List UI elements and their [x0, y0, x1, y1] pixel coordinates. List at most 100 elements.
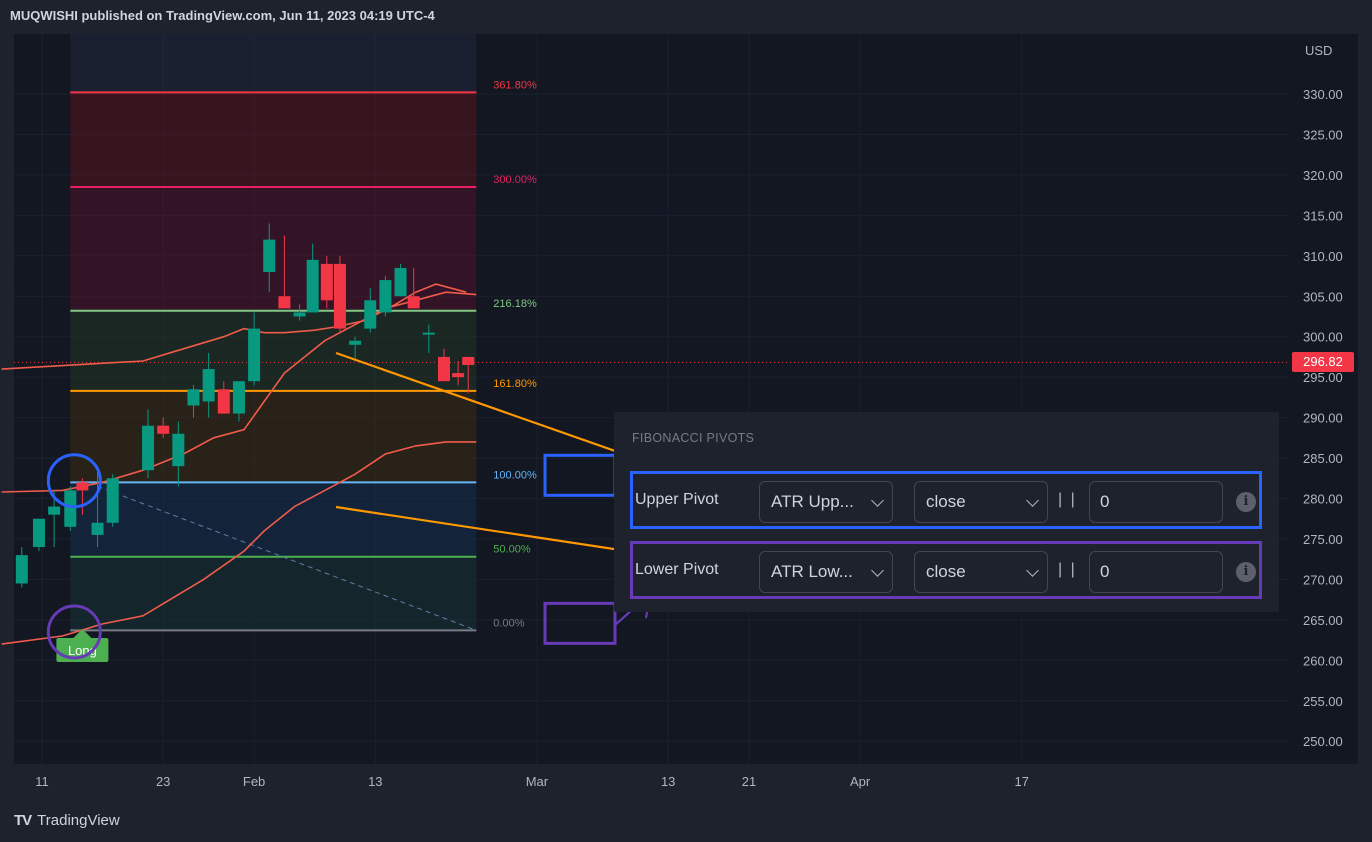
candle	[278, 235, 291, 309]
chevron-down-icon	[1026, 494, 1039, 507]
y-tick-label: 330.00	[1303, 87, 1343, 102]
candle	[76, 478, 89, 515]
candle-body	[187, 389, 200, 406]
upper-pivot-label: Upper Pivot	[635, 491, 719, 508]
fib-level-label: 50.00%	[493, 544, 531, 556]
lower-pivot-offset-input[interactable]	[1089, 551, 1223, 593]
fib-level-label: 0.00%	[493, 617, 524, 629]
candle-body	[142, 425, 155, 471]
separator: | |	[1058, 561, 1077, 578]
lower-pivot-mode-value: close	[926, 562, 966, 581]
info-icon[interactable]: i	[1236, 492, 1256, 512]
candle	[320, 255, 333, 309]
chevron-down-icon	[1026, 564, 1039, 577]
fib-level-label: 300.00%	[493, 174, 537, 186]
candle-body	[422, 332, 435, 335]
candle-body	[349, 340, 362, 345]
candle	[452, 360, 465, 386]
x-tick-label: Apr	[850, 774, 871, 789]
fib-trend-line	[97, 485, 477, 631]
fib-zone-fill	[70, 482, 477, 557]
fib-zone-fill	[70, 92, 477, 188]
candle	[248, 312, 261, 386]
fib-zone-fill	[70, 390, 477, 483]
upper-pivot-highlight-circle	[46, 453, 102, 509]
footer-brand-text: TradingView	[37, 812, 120, 829]
x-tick-label: 17	[1014, 774, 1028, 789]
candle	[437, 348, 450, 382]
price-axis-background	[1290, 34, 1358, 764]
y-tick-label: 290.00	[1303, 411, 1343, 426]
y-tick-label: 265.00	[1303, 613, 1343, 628]
candle-body	[263, 239, 276, 272]
candle-body	[306, 259, 319, 313]
candle-body	[364, 300, 377, 329]
y-tick-label: 310.00	[1303, 249, 1343, 264]
y-tick-label: 300.00	[1303, 330, 1343, 345]
candle-body	[64, 490, 77, 527]
candle-body	[462, 356, 475, 366]
upper-pivot-source-select[interactable]: ATR Upp...	[759, 481, 893, 523]
chevron-down-icon	[871, 494, 884, 507]
x-tick-label: 11	[35, 774, 49, 789]
candle-body	[320, 263, 333, 301]
upper-pivot-mode-select[interactable]: close	[914, 481, 1048, 523]
x-tick-label: Feb	[243, 774, 265, 789]
candle-body	[394, 267, 407, 297]
y-tick-label: 325.00	[1303, 127, 1343, 142]
candle	[187, 385, 200, 418]
candle	[349, 336, 362, 361]
atr-lower-line	[1, 441, 477, 645]
publish-header: MUQWISHI published on TradingView.com, J…	[10, 8, 435, 23]
x-tick-label: 23	[156, 774, 170, 789]
fibonacci-pivots-panel: FIBONACCI PIVOTS Upper Pivot ATR Upp... …	[614, 412, 1279, 612]
candle	[64, 486, 77, 531]
lower-pivot-row: Lower Pivot ATR Low... close | | i	[630, 541, 1262, 599]
fib-level-label: 161.80%	[493, 378, 537, 390]
fib-level-label: 216.18%	[493, 298, 537, 310]
current-price-tag: 296.82	[1292, 352, 1354, 372]
fib-top-fill	[70, 34, 477, 93]
candle	[422, 324, 435, 353]
candle	[306, 243, 319, 313]
tradingview-logo-icon: TV	[14, 812, 32, 829]
candle	[462, 356, 475, 394]
candle-body	[91, 522, 104, 535]
long-signal-arrow	[73, 628, 92, 638]
atr-upper-line	[1, 283, 467, 370]
fib-level-label: 361.80%	[493, 79, 537, 91]
candle	[379, 276, 392, 317]
lower-pivot-mode-select[interactable]: close	[914, 551, 1048, 593]
footer-branding: TV TradingView	[14, 812, 120, 829]
upper-pivot-source-value: ATR Upp...	[771, 492, 854, 511]
candle-body	[172, 433, 185, 467]
candle	[407, 267, 420, 309]
y-tick-label: 305.00	[1303, 289, 1343, 304]
panel-title: FIBONACCI PIVOTS	[632, 431, 755, 445]
upper-pivot-offset-input[interactable]	[1089, 481, 1223, 523]
candle-body	[248, 328, 261, 382]
candle-body	[32, 518, 45, 548]
fib-zone-fill	[70, 556, 477, 631]
y-tick-label: 270.00	[1303, 572, 1343, 587]
candle	[91, 466, 104, 548]
fib-level-label: 100.00%	[493, 469, 537, 481]
y-tick-label: 285.00	[1303, 451, 1343, 466]
y-tick-label: 280.00	[1303, 492, 1343, 507]
upper-pivot-mode-value: close	[926, 492, 966, 511]
x-tick-label: 13	[368, 774, 382, 789]
info-icon[interactable]: i	[1236, 562, 1256, 582]
candle	[333, 255, 346, 333]
candle	[142, 409, 155, 479]
candle	[364, 288, 377, 333]
y-tick-label: 255.00	[1303, 694, 1343, 709]
candle	[157, 417, 170, 438]
candle	[15, 547, 28, 588]
lower-pivot-source-select[interactable]: ATR Low...	[759, 551, 893, 593]
candle-body	[379, 280, 392, 313]
candle-body	[15, 555, 28, 584]
candle-body	[407, 296, 420, 309]
lower-pivot-highlight-circle	[46, 604, 102, 660]
candle	[217, 381, 230, 414]
